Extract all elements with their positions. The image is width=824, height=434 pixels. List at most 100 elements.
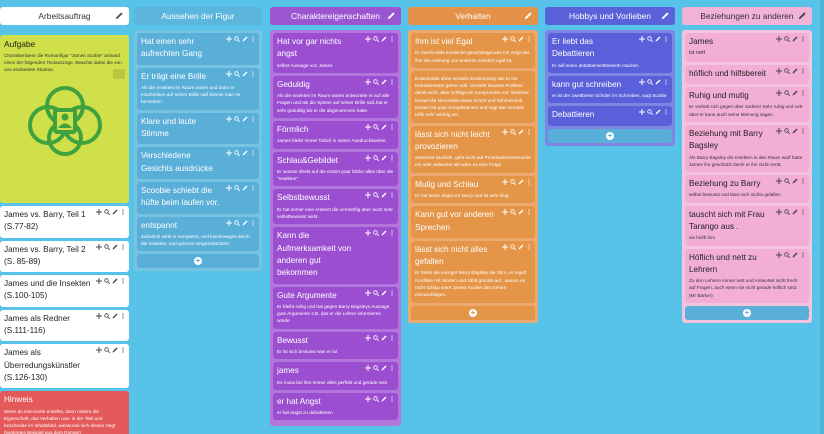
edit-pen-icon[interactable] <box>115 11 124 20</box>
move-icon[interactable] <box>96 347 102 354</box>
add-card-button[interactable]: + <box>411 305 535 320</box>
card-beziehung-barry[interactable]: Beziehung zu Barry selbst bewusst und lä… <box>685 175 809 203</box>
edit-pen-icon[interactable] <box>112 347 118 353</box>
edit-pen-icon[interactable] <box>518 129 524 135</box>
card-selbstbewusst[interactable]: Selbstbewusst Er hat immer eine Antwort … <box>273 189 398 225</box>
edit-pen-icon[interactable] <box>792 252 798 258</box>
card-huefte[interactable]: Scoobie schiebt die hüfte beim laufen vo… <box>137 181 259 214</box>
search-icon[interactable] <box>784 90 790 97</box>
move-icon[interactable] <box>365 78 371 85</box>
card-bewusst[interactable]: Bewusst Er ist sich bewusst was er tut <box>273 331 398 360</box>
move-icon[interactable] <box>639 78 645 85</box>
move-icon[interactable] <box>226 70 232 77</box>
card-james-insekten[interactable]: James und die Insekten (S.100-105) <box>0 275 129 307</box>
search-icon[interactable] <box>784 251 790 258</box>
more-vertical-icon[interactable] <box>389 192 395 199</box>
search-icon[interactable] <box>234 70 240 77</box>
edit-pen-icon[interactable] <box>381 230 387 236</box>
move-icon[interactable] <box>96 243 102 250</box>
more-vertical-icon[interactable] <box>800 68 806 74</box>
move-icon[interactable] <box>226 184 232 191</box>
move-icon[interactable] <box>776 127 782 134</box>
edit-pen-icon[interactable] <box>381 365 387 371</box>
search-icon[interactable] <box>234 185 240 191</box>
search-icon[interactable] <box>784 128 790 134</box>
card-james-redner[interactable]: James als Redner (S.111-116) <box>0 309 129 342</box>
column-header[interactable]: Verhalten <box>408 7 538 25</box>
move-icon[interactable] <box>776 251 782 258</box>
search-icon[interactable] <box>234 219 240 226</box>
edit-pen-icon[interactable] <box>112 209 118 215</box>
edit-pen-icon[interactable] <box>381 290 387 296</box>
edit-pen-icon[interactable] <box>242 185 248 191</box>
more-vertical-icon[interactable] <box>250 70 256 77</box>
card-hoeflich-lehrern[interactable]: Höflich und nett zu Lehrern Zu den Lehre… <box>685 248 809 304</box>
horizontal-scroll-edge[interactable] <box>820 0 824 434</box>
move-icon[interactable] <box>226 219 232 226</box>
card-entspannt[interactable]: entspannt äußerlich wirkt er entspannt, … <box>137 216 259 252</box>
search-icon[interactable] <box>647 36 653 42</box>
more-vertical-icon[interactable] <box>663 109 669 116</box>
edit-pen-icon[interactable] <box>524 11 533 20</box>
search-icon[interactable] <box>373 154 379 161</box>
card-james-perfekt[interactable]: james Es muss bei ihm immer alles perfek… <box>273 362 398 390</box>
search-icon[interactable] <box>510 179 516 185</box>
edit-pen-icon[interactable] <box>655 109 661 115</box>
edit-pen-icon[interactable] <box>381 124 387 130</box>
add-card-button[interactable]: + <box>137 254 259 269</box>
move-icon[interactable] <box>96 209 102 215</box>
move-icon[interactable] <box>226 36 232 42</box>
search-icon[interactable] <box>104 313 110 319</box>
search-icon[interactable] <box>373 192 379 199</box>
move-icon[interactable] <box>96 278 102 285</box>
card-gut-schreiben[interactable]: kann gut schreiben er ist der zweitbeste… <box>548 75 672 104</box>
edit-pen-icon[interactable] <box>518 179 524 185</box>
search-icon[interactable] <box>373 230 379 237</box>
card-hoeflich-hilfsbereit[interactable]: höflich und hilfsbereit <box>685 64 809 85</box>
edit-pen-icon[interactable] <box>242 150 248 156</box>
search-icon[interactable] <box>373 36 379 42</box>
card-foermlich[interactable]: Förmlich James bleibt immer förlich in s… <box>273 121 398 149</box>
card-james-barry-1[interactable]: James vs. Barry, Teil 1 (S.77-82) <box>0 206 129 238</box>
more-vertical-icon[interactable] <box>250 116 256 122</box>
move-icon[interactable] <box>365 230 371 237</box>
more-vertical-icon[interactable] <box>800 209 806 215</box>
move-icon[interactable] <box>365 365 371 372</box>
edit-pen-icon[interactable] <box>112 278 118 284</box>
more-vertical-icon[interactable] <box>389 230 395 236</box>
column-header[interactable]: Charaktereigenschaften <box>270 7 401 25</box>
more-vertical-icon[interactable] <box>526 209 532 215</box>
card-debattierteam[interactable]: Entscheidet ohne Ismaels Zustimmung das … <box>411 70 535 123</box>
more-vertical-icon[interactable] <box>250 36 256 42</box>
card-gesichtsausdruecke[interactable]: Verschiedene Gesichts ausdrücke <box>137 147 259 179</box>
move-icon[interactable] <box>639 109 645 116</box>
edit-pen-icon[interactable] <box>381 155 387 161</box>
card-james-nett[interactable]: James ist nett <box>685 33 809 62</box>
move-icon[interactable] <box>365 124 371 131</box>
search-icon[interactable] <box>784 209 790 215</box>
card-james-ueberredung[interactable]: James als Überredungskünstler (S.126-130… <box>0 344 129 389</box>
more-vertical-icon[interactable] <box>389 79 395 85</box>
card-hinweis[interactable]: Hinweis Wenn du eine Karte erstellst, da… <box>0 391 129 434</box>
more-vertical-icon[interactable] <box>800 128 806 134</box>
search-icon[interactable] <box>373 334 379 341</box>
card-mutig-schlau[interactable]: Mutig und Schlau Er hat keine angst vor … <box>411 175 535 204</box>
card-aufrechter-gang[interactable]: Hat einen sehr aufrechten Gang <box>137 33 259 65</box>
more-vertical-icon[interactable] <box>800 178 806 184</box>
move-icon[interactable] <box>365 289 371 296</box>
card-provozieren[interactable]: lässt sich nicht leicht provozieren antw… <box>411 125 535 173</box>
more-vertical-icon[interactable] <box>250 150 256 156</box>
search-icon[interactable] <box>784 178 790 185</box>
edit-pen-icon[interactable] <box>242 220 248 226</box>
edit-pen-icon[interactable] <box>518 36 524 42</box>
edit-pen-icon[interactable] <box>655 36 661 42</box>
card-vor-anderen-sprechen[interactable]: Kann gut vor anderen Sprechen <box>411 206 535 238</box>
add-card-button[interactable]: + <box>685 306 809 321</box>
edit-pen-icon[interactable] <box>792 90 798 96</box>
card-frau-tarango[interactable]: tauscht sich mit Frau Tarango aus . sie … <box>685 205 809 246</box>
move-icon[interactable] <box>502 128 508 135</box>
move-icon[interactable] <box>96 312 102 319</box>
move-icon[interactable] <box>502 243 508 250</box>
more-vertical-icon[interactable] <box>800 36 806 42</box>
edit-pen-icon[interactable] <box>792 209 798 215</box>
